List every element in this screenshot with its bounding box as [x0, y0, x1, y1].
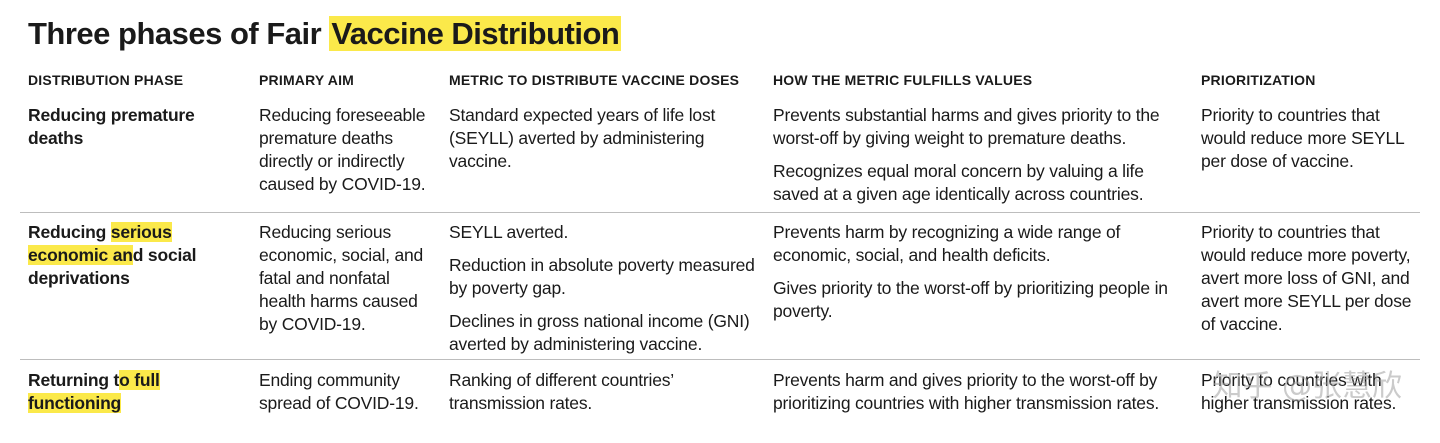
- aim-cell: Reducing foreseeable premature deaths di…: [259, 105, 426, 194]
- phase-cell: Returning to full functioning: [28, 369, 238, 415]
- values-cell: Prevents harm and gives priority to the …: [773, 369, 1183, 425]
- watermark: 知乎 @张慧欣: [1212, 369, 1402, 404]
- phase-cell: Reducing premature deaths: [28, 104, 238, 150]
- metric-text: Reduction in absolute poverty measured b…: [449, 255, 755, 298]
- aim-cell: Reducing serious economic, social, and f…: [259, 222, 424, 334]
- phase-text: Reducing: [28, 222, 111, 242]
- header-how-metric-fulfills: HOW THE METRIC FULFILLS VALUES: [773, 72, 1033, 88]
- aim-cell: Ending community spread of COVID-19.: [259, 370, 419, 413]
- header-primary-aim: PRIMARY AIM: [259, 72, 355, 88]
- header-prioritization: PRIORITIZATION: [1201, 72, 1316, 88]
- prioritization-cell: Priority to countries that would reduce …: [1201, 222, 1412, 334]
- metric-cell: SEYLL averted. Reduction in absolute pov…: [449, 221, 764, 366]
- header-metric: METRIC TO DISTRIBUTE VACCINE DOSES: [449, 72, 740, 88]
- prioritization-cell: Priority to countries with higher transm…: [1201, 370, 1397, 413]
- title-prefix: Three phases of Fair: [28, 16, 330, 51]
- page-title: Three phases of Fair Vaccine Distributio…: [28, 14, 622, 54]
- phase-text: d social deprivations: [28, 245, 197, 288]
- values-text: Prevents harm and gives priority to the …: [773, 370, 1160, 413]
- title-highlight: Vaccine Distribution: [329, 16, 622, 51]
- metric-cell: Ranking of different countries’ transmis…: [449, 369, 764, 425]
- values-cell: Prevents substantial harms and gives pri…: [773, 104, 1183, 216]
- values-text: Prevents substantial harms and gives pri…: [773, 105, 1160, 148]
- phase-text: Reducing premature deaths: [28, 105, 195, 148]
- values-text: Prevents harm by recognizing a wide rang…: [773, 222, 1121, 265]
- row-divider: [20, 212, 1420, 213]
- phase-cell: Reducing serious economic and social dep…: [28, 221, 238, 290]
- row-divider: [20, 359, 1420, 360]
- values-text: Gives priority to the worst-off by prior…: [773, 278, 1168, 321]
- prioritization-cell: Priority to countries that would reduce …: [1201, 105, 1404, 171]
- header-distribution-phase: DISTRIBUTION PHASE: [28, 72, 184, 88]
- metric-cell: Standard expected years of life lost (SE…: [449, 104, 764, 183]
- metric-text: Ranking of different countries’ transmis…: [449, 370, 674, 413]
- metric-text: Declines in gross national income (GNI) …: [449, 311, 750, 354]
- phase-text: Returning t: [28, 370, 120, 390]
- values-text: Recognizes equal moral concern by valuin…: [773, 161, 1144, 204]
- metric-text: Standard expected years of life lost (SE…: [449, 105, 716, 171]
- values-cell: Prevents harm by recognizing a wide rang…: [773, 221, 1183, 333]
- metric-text: SEYLL averted.: [449, 222, 569, 242]
